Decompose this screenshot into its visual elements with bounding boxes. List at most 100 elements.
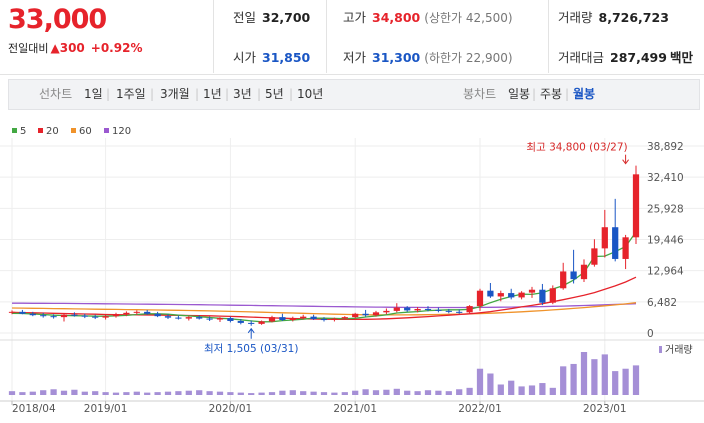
candle-weekly-button[interactable]: 주봉 — [540, 87, 563, 101]
candle-body — [279, 317, 286, 321]
stat-value: 8,726,723 — [598, 10, 669, 25]
volume-bar — [133, 391, 140, 395]
change-label: 전일대비 — [8, 42, 49, 55]
candle — [632, 165, 640, 245]
candle — [175, 315, 182, 320]
volume-bar — [258, 392, 265, 395]
candle-body — [570, 271, 577, 280]
divider: | — [195, 87, 200, 101]
y-axis: 38,892 32,410 25,928 19,446 12,964 6,482 0 — [647, 141, 684, 340]
period-3y-button[interactable]: 3년 — [233, 87, 252, 101]
y-tick-label: 19,446 — [647, 235, 684, 247]
x-axis: 2018/04 2019/01 2020/01 2021/01 2022/01 2023/… — [11, 401, 627, 415]
candle — [133, 310, 140, 315]
price-panel: 33,000 전일대비 ▲300 +0.92% 전일 32,700 고가 34,800(… — [0, 0, 704, 75]
candle-body — [362, 313, 369, 316]
stat-value: 34,800 — [372, 10, 421, 25]
volume-bar — [424, 390, 432, 395]
period-1d-button[interactable]: 1일 — [84, 87, 103, 101]
ma120-line — [12, 302, 637, 309]
candle-body — [71, 314, 78, 316]
period-10y-button[interactable]: 10년 — [297, 87, 324, 101]
volume-bar — [40, 390, 47, 395]
volume-bar — [539, 383, 546, 395]
stat-label: 시가 — [233, 50, 257, 65]
candle-daily-button[interactable]: 일봉 — [508, 87, 531, 101]
legend-label: 20 — [46, 126, 59, 137]
stat-label: 저가 — [343, 50, 367, 65]
candle-body — [591, 248, 598, 265]
volume-bar — [248, 393, 255, 395]
volume-bar — [50, 389, 57, 395]
volume-bar — [518, 386, 525, 395]
volume-bar — [112, 392, 120, 395]
volume-label: 거래량 — [665, 344, 693, 356]
candle-body — [560, 271, 567, 289]
volume-bar — [300, 391, 307, 395]
volume-bar — [435, 390, 442, 395]
candle-body — [123, 312, 130, 315]
divider: | — [225, 87, 230, 101]
period-1y-button[interactable]: 1년 — [203, 87, 222, 101]
candle — [29, 311, 36, 317]
candle-body — [632, 174, 640, 238]
current-price: 33,000 — [8, 4, 107, 35]
candle-body — [60, 314, 68, 318]
volume-bar — [154, 392, 161, 395]
period-3m-button[interactable]: 3개월 — [160, 87, 190, 101]
candle — [435, 307, 442, 313]
volume-bar — [19, 392, 26, 395]
candle-body — [404, 307, 411, 311]
volume-bar — [92, 391, 99, 395]
volume-bar — [29, 391, 36, 395]
stat-lower-limit: (하한가 22,900) — [424, 51, 513, 65]
y-tick-label: 25,928 — [647, 203, 684, 215]
period-1w-button[interactable]: 1주일 — [116, 87, 146, 101]
candle-body — [102, 316, 109, 318]
stat-divider — [548, 0, 549, 73]
legend-swatch — [71, 128, 76, 133]
candle-body — [258, 321, 265, 324]
stat-value: 31,850 — [262, 50, 311, 65]
candle — [560, 262, 567, 290]
candle — [331, 317, 338, 322]
y-tick-label: 38,892 — [647, 141, 684, 153]
volume-bar — [487, 373, 494, 395]
volume-bar — [632, 365, 640, 395]
candle-body — [81, 315, 88, 317]
candle — [81, 313, 88, 319]
candle-body — [612, 227, 619, 259]
candle — [383, 308, 390, 315]
line-chart-label: 선차트 — [39, 87, 73, 101]
period-5y-button[interactable]: 5년 — [265, 87, 284, 101]
candle — [185, 316, 192, 321]
volume-bar — [393, 388, 400, 395]
candle-body — [216, 318, 224, 320]
candle — [237, 319, 244, 325]
candle-body — [508, 293, 515, 298]
x-tick-label: 2019/01 — [84, 403, 128, 415]
volume-bar — [123, 392, 130, 395]
candle — [580, 259, 588, 283]
candle-monthly-button[interactable]: 월봉 — [573, 87, 596, 101]
candle — [352, 312, 359, 319]
volume-bar — [144, 392, 151, 395]
candle — [622, 234, 629, 270]
chart-annotations: 최고 34,800 (03/27) 최저 1,505 (03/31) — [204, 142, 629, 355]
legend-label: 60 — [79, 126, 92, 137]
candle — [40, 312, 47, 318]
candle — [476, 288, 484, 311]
high-annotation: 최고 34,800 (03/27) — [526, 142, 627, 154]
candle-body — [487, 290, 494, 297]
stat-open: 시가 31,850 — [233, 47, 310, 66]
candle — [310, 314, 317, 321]
volume-bar — [8, 391, 16, 395]
candle-body — [456, 311, 463, 313]
volume-bar — [279, 390, 286, 395]
candle-body — [528, 289, 536, 293]
stat-value: 31,300 — [372, 50, 421, 65]
candle — [92, 314, 99, 320]
volume-bar — [289, 390, 296, 395]
divider: | — [565, 87, 570, 101]
chart-grid — [0, 138, 704, 402]
